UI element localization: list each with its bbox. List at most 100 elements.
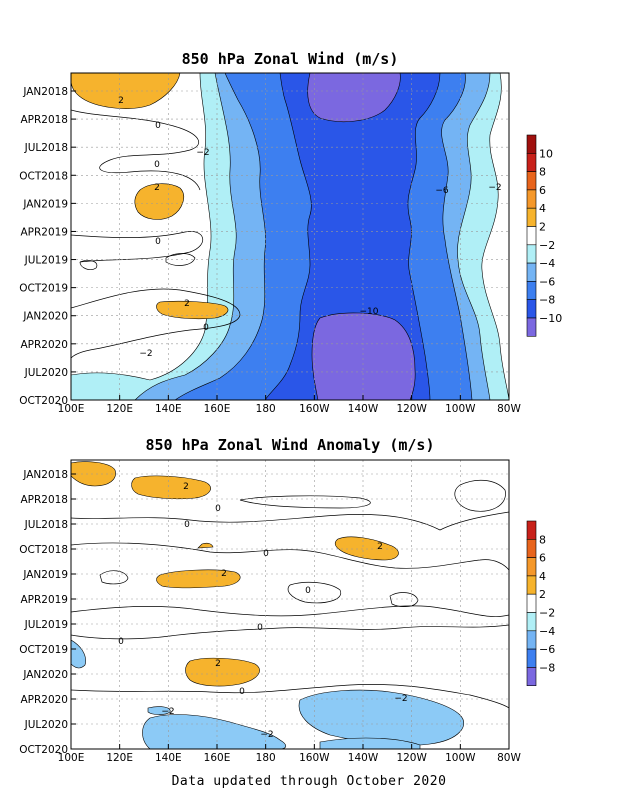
top-plot-area [71,73,509,400]
top-contour-line [71,109,201,191]
top-colorbar-label: −2 [539,239,555,252]
bottom-x-tick-label: 180 [256,752,276,764]
top-x-tick-label: 140W [348,403,379,415]
top-contour-line [71,288,241,359]
top-band-pos4-a [71,73,181,109]
top-contour-label: 2 [154,183,160,193]
bottom-colorbar-label: −8 [539,661,555,674]
bottom-contour-label: 2 [377,542,383,552]
top-contour-label: 0 [155,237,161,247]
bottom-contour-labels: 2 0 0 0 2 2 0 0 0 2 0 −2 −2 −2 [118,482,408,740]
bottom-colorbar-label: 8 [539,533,546,546]
bottom-colorbar-swatch [526,593,537,613]
top-colorbar-label: −6 [539,275,555,288]
top-band-neg10-upper [307,73,401,123]
bottom-y-tick-label: APR2020 [20,694,68,706]
top-band-neg8 [264,73,441,400]
top-colorbar-label: 10 [539,147,553,160]
top-band-pos4-c [156,300,229,320]
bottom-contour-label: 0 [184,520,190,530]
bottom-y-tick-label: JAN2020 [22,669,68,681]
top-contour-label: −10 [360,307,379,317]
top-colorbar-swatch [526,207,537,227]
bottom-band-pos4 [131,475,211,500]
top-x-tick-label: 80W [497,403,521,415]
top-y-tick-label: OCT2019 [19,283,68,295]
top-x-tick-label: 160W [299,403,330,415]
top-plot-frame [70,72,510,401]
bottom-contour-label: 0 [263,549,269,559]
bottom-colorbar-swatch [526,557,537,577]
bottom-band-neg4 [142,714,287,749]
bottom-chart-title: 850 hPa Zonal Wind Anomaly (m/s) [146,436,435,454]
top-y-tick-label: JAN2019 [22,198,68,210]
top-colorbar-swatch [526,134,537,154]
top-x-tick-label: 100W [445,403,476,415]
top-axis-ticks: 100E 120E 140E 160E 180 160W 140W 120W 100W 80W JA… [19,86,521,415]
bottom-colorbar-swatch [526,575,537,595]
bottom-y-tick-label: JAN2019 [22,569,68,581]
bottom-background [71,460,509,749]
bottom-plot-frame [70,459,510,750]
top-colorbar-label: −8 [539,294,555,307]
bottom-contour-label: −2 [161,707,174,717]
top-contour-label: 2 [118,96,124,106]
bottom-contour-label: 2 [183,482,189,492]
bottom-y-tick-label: OCT2018 [19,544,68,556]
top-colorbar-swatch [526,189,537,209]
top-colorbar-label: −4 [539,257,555,270]
top-contour-line [165,253,196,266]
bottom-y-tick-label: APR2019 [20,594,68,606]
top-y-tick-label: JAN2018 [22,86,68,98]
bottom-contour-line [287,581,342,604]
bottom-contour-label: 0 [257,623,263,633]
bottom-x-tick-label: 80W [497,752,521,764]
top-colorbar-swatch [526,226,537,246]
bottom-contour-line [71,511,509,531]
bottom-contour-label: 0 [215,504,221,514]
bottom-x-tick-label: 120E [106,752,133,764]
top-y-tick-label: OCT2020 [19,395,68,407]
top-colorbar-swatch [526,281,537,300]
bottom-grid [71,460,509,749]
top-x-tick-label: 120E [106,403,133,415]
bottom-colorbar-swatch [526,667,537,687]
top-colorbar-swatch [526,153,537,172]
bottom-contour-line [71,605,509,617]
bottom-band-pos4 [71,461,116,487]
top-contour-line [79,260,98,270]
top-grid [71,73,509,400]
top-y-tick-label: JUL2019 [24,255,68,267]
top-contour-label: 0 [203,323,209,333]
bottom-y-tick-label: JUL2019 [24,619,68,631]
bottom-y-tick-label: OCT2020 [19,744,68,756]
bottom-colorbar: 8 6 4 2 −2 −4 −6 −8 [526,520,555,687]
bottom-x-tick-label: 160E [204,752,231,764]
top-x-tick-label: 140E [155,403,182,415]
bottom-plot-area [71,460,509,749]
bottom-contour-label: 0 [305,586,311,596]
bottom-x-tick-label: 100W [445,752,476,764]
bottom-y-tick-label: JUL2018 [24,519,68,531]
bottom-contour-label: −2 [260,730,273,740]
bottom-contour-line [99,570,129,585]
top-contour-label: −2 [139,349,152,359]
top-colorbar-label: 6 [539,184,546,197]
top-x-tick-label: 120W [396,403,427,415]
footer-note: Data updated through October 2020 [171,774,447,789]
top-contour-label: −2 [196,148,209,158]
bottom-colorbar-swatch [526,648,537,668]
bottom-band-neg4 [319,737,421,749]
bottom-contour-label: 2 [215,659,221,669]
bottom-y-tick-label: JAN2018 [22,469,68,481]
top-contour-label: 0 [154,160,160,170]
bottom-band-pos4 [334,536,399,561]
top-contour-label: 2 [184,299,190,309]
top-y-tick-label: JAN2020 [22,311,68,323]
bottom-contour-label: 0 [118,637,124,647]
bottom-y-tick-label: OCT2019 [19,644,68,656]
bottom-band-pos4 [185,657,260,687]
top-x-tick-label: 160E [204,403,231,415]
top-colorbar-swatch [526,262,537,282]
